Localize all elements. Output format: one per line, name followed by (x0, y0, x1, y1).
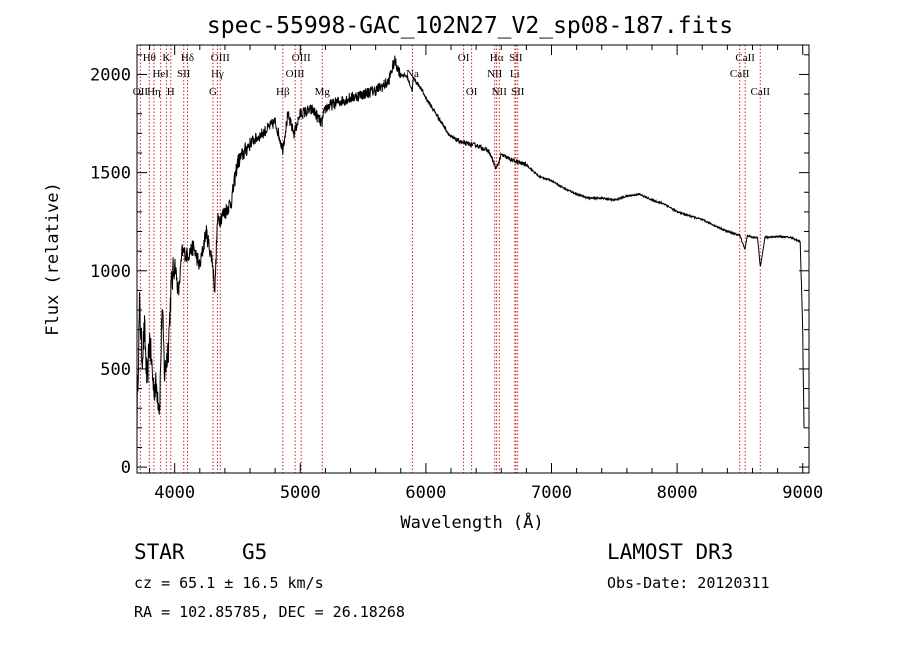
obs-date: Obs-Date: 20120311 (607, 574, 770, 592)
chart-title: spec-55998-GAC_102N27_V2_sp08-187.fits (207, 13, 733, 39)
y-tick-label: 500 (100, 360, 131, 380)
spectral-line-label: OIII (292, 52, 311, 64)
spectral-line-label: OIII (286, 68, 305, 80)
x-tick-label: 5000 (280, 483, 321, 503)
spectral-line-label: NII (487, 68, 503, 80)
spectrum-trace (136, 55, 805, 432)
spectral-line-label: HeI (152, 68, 169, 80)
x-tick-label: 9000 (782, 483, 823, 503)
spectral-line-label: Li (510, 68, 520, 80)
spectral-line-label: H (167, 86, 175, 98)
spectral-line-label: Na (406, 68, 419, 80)
subclass: G5 (242, 540, 268, 564)
spectral-line-label: CaII (730, 68, 750, 80)
y-axis-label: Flux (relative) (43, 182, 63, 336)
x-tick-label: 8000 (657, 483, 698, 503)
redshift-velocity: cz = 65.1 ± 16.5 km/s (134, 574, 324, 592)
y-tick-label: 0 (121, 458, 131, 478)
x-tick-label: 7000 (531, 483, 572, 503)
x-tick-label: 6000 (405, 483, 446, 503)
spectral-line-label: SII (177, 68, 191, 80)
spectral-line-label: G (209, 86, 217, 98)
spectral-line-label: OI (466, 86, 478, 98)
spectral-line-label: SII (511, 86, 525, 98)
y-tick-label: 2000 (90, 65, 131, 85)
y-tick-label: 1000 (90, 262, 131, 282)
spectral-line-label: NII (492, 86, 508, 98)
spectral-line-label: SII (509, 52, 523, 64)
x-tick-label: 4000 (154, 483, 195, 503)
survey-name: LAMOST DR3 (607, 540, 734, 564)
spectral-line-label: CaII (750, 86, 770, 98)
coordinates: RA = 102.85785, DEC = 26.18268 (134, 603, 405, 621)
spectral-line-label: Hγ (211, 68, 224, 80)
x-axis-label: Wavelength (Å) (400, 511, 543, 533)
spectral-line-label: OIII (211, 52, 230, 64)
spectral-line-label: Hβ (276, 86, 290, 98)
spectral-line-label: OI (458, 52, 470, 64)
spectral-line-label: K (162, 52, 170, 64)
spectral-line-label: Hα (490, 52, 504, 64)
spectral-line-label: Mg (315, 86, 331, 98)
spectral-line-label: Hδ (181, 52, 194, 64)
spectral-line-label: OII (133, 86, 149, 98)
object-class: STAR (134, 540, 185, 564)
spectral-line-label: CaII (735, 52, 755, 64)
plot-frame (136, 44, 810, 474)
spectral-line-label: Hθ (143, 52, 156, 64)
spectral-line-label: Hη (147, 86, 161, 98)
y-tick-label: 1500 (90, 164, 131, 184)
